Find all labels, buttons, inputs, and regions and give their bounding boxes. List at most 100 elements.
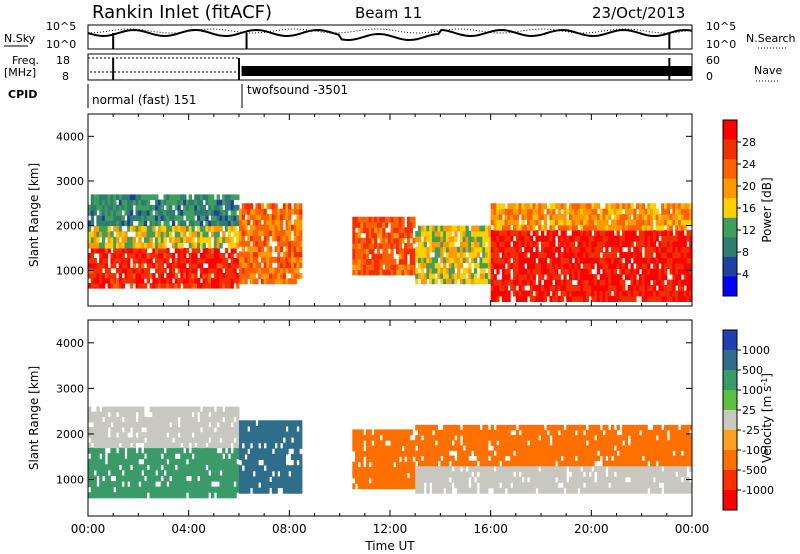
heatmap-cell bbox=[610, 274, 615, 281]
heatmap-cell bbox=[521, 219, 525, 226]
heatmap-cell bbox=[538, 455, 542, 462]
heatmap-cell bbox=[382, 429, 386, 436]
heatmap-cell bbox=[471, 278, 475, 285]
heatmap-cell bbox=[260, 203, 265, 210]
heatmap-cell bbox=[202, 283, 206, 289]
freq-unit-label: [MHz] bbox=[4, 66, 36, 79]
heatmap-cell bbox=[468, 278, 472, 285]
heatmap-cell bbox=[672, 476, 676, 483]
heatmap-cell bbox=[619, 263, 623, 270]
heatmap-cell bbox=[577, 203, 581, 210]
heatmap-cell bbox=[445, 225, 450, 232]
heatmap-cell bbox=[490, 219, 494, 226]
heatmap-cell bbox=[239, 230, 243, 236]
heatmap-cell bbox=[236, 253, 240, 259]
colorbar-swatch bbox=[723, 159, 737, 180]
heatmap-cell bbox=[396, 450, 400, 457]
heatmap-cell bbox=[407, 461, 411, 468]
heatmap-cell bbox=[180, 432, 184, 438]
heatmap-cell bbox=[468, 424, 472, 431]
heatmap-cell bbox=[149, 253, 153, 259]
heatmap-cell bbox=[613, 252, 617, 259]
heatmap-cell bbox=[225, 268, 229, 274]
heatmap-cell bbox=[415, 455, 419, 462]
heatmap-cell bbox=[507, 445, 511, 451]
heatmap-cell bbox=[577, 246, 581, 253]
heatmap-cell bbox=[476, 435, 480, 441]
heatmap-cell bbox=[202, 231, 206, 238]
heatmap-cell bbox=[244, 230, 248, 236]
heatmap-cell bbox=[157, 416, 162, 423]
heatmap-cell bbox=[280, 425, 284, 432]
heatmap-cell bbox=[675, 208, 679, 215]
heatmap-cell bbox=[132, 458, 136, 465]
heatmap-cell bbox=[571, 476, 576, 483]
heatmap-cell bbox=[113, 248, 117, 254]
heatmap-cell bbox=[582, 224, 587, 231]
heatmap-cell bbox=[624, 214, 629, 220]
heatmap-cell bbox=[624, 224, 629, 231]
heatmap-cell bbox=[560, 241, 564, 248]
heatmap-cell bbox=[680, 246, 685, 253]
heatmap-cell bbox=[138, 492, 142, 499]
heatmap-cell bbox=[99, 278, 103, 284]
heatmap-cell bbox=[171, 236, 176, 243]
heatmap-cell bbox=[675, 487, 679, 494]
heatmap-cell bbox=[527, 471, 531, 478]
heatmap-cell bbox=[479, 487, 483, 494]
heatmap-cell bbox=[293, 465, 297, 472]
heatmap-cell bbox=[222, 486, 226, 493]
heatmap-cell bbox=[434, 465, 438, 472]
heatmap-cell bbox=[241, 425, 245, 432]
heatmap-cell bbox=[146, 475, 150, 482]
heatmap-cell bbox=[605, 208, 609, 215]
heatmap-cell bbox=[116, 475, 120, 482]
heatmap-cell bbox=[613, 208, 617, 215]
heatmap-cell bbox=[515, 214, 520, 220]
heatmap-cell bbox=[96, 273, 100, 279]
heatmap-cell bbox=[404, 253, 408, 260]
heatmap-cell bbox=[146, 442, 150, 449]
heatmap-cell bbox=[202, 258, 206, 264]
heatmap-cell bbox=[363, 216, 367, 223]
heatmap-cell bbox=[269, 465, 273, 472]
heatmap-cell bbox=[580, 274, 584, 281]
heatmap-cell bbox=[560, 435, 564, 441]
heatmap-cell bbox=[507, 274, 511, 281]
heatmap-cell bbox=[219, 258, 223, 264]
heatmap-cell bbox=[487, 262, 492, 269]
heatmap-cell bbox=[541, 246, 545, 253]
heatmap-cell bbox=[585, 430, 589, 436]
heatmap-cell bbox=[213, 447, 218, 454]
heatmap-cell bbox=[138, 278, 142, 284]
heatmap-cell bbox=[557, 224, 562, 231]
heatmap-cell bbox=[398, 472, 402, 479]
heatmap-cell bbox=[211, 442, 215, 449]
heatmap-cell bbox=[393, 434, 397, 441]
heatmap-cell bbox=[655, 257, 659, 264]
heatmap-cell bbox=[244, 256, 248, 263]
heatmap-cell bbox=[160, 427, 164, 433]
heatmap-cell bbox=[591, 252, 595, 259]
heatmap-cell bbox=[393, 450, 397, 457]
heatmap-cell bbox=[288, 278, 292, 285]
heatmap-cell bbox=[129, 416, 134, 423]
heatmap-cell bbox=[88, 442, 92, 449]
heatmap-cell bbox=[293, 453, 297, 460]
heatmap-cell bbox=[608, 224, 612, 231]
heatmap-cell bbox=[211, 278, 215, 284]
heatmap-cell bbox=[252, 278, 256, 285]
heatmap-cell bbox=[188, 253, 192, 259]
heatmap-cell bbox=[230, 481, 234, 488]
heatmap-cell bbox=[557, 214, 562, 220]
heatmap-cell bbox=[291, 482, 295, 489]
heatmap-cell bbox=[546, 440, 550, 446]
heatmap-cell bbox=[485, 465, 489, 472]
heatmap-cell bbox=[194, 263, 198, 269]
heatmap-cell bbox=[624, 274, 629, 281]
heatmap-cell bbox=[546, 246, 550, 253]
heatmap-cell bbox=[211, 210, 215, 216]
heatmap-cell bbox=[177, 253, 181, 259]
heatmap-cell bbox=[110, 258, 114, 264]
heatmap-cell bbox=[585, 296, 589, 302]
